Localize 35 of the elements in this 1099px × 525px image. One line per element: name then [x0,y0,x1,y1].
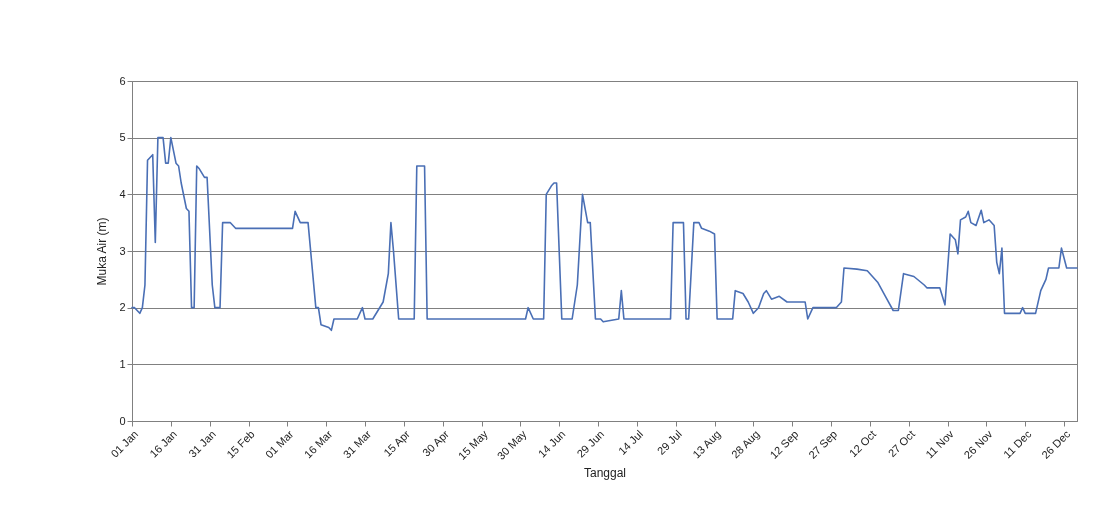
x-tick-label: 12 Sep [767,427,801,461]
y-axis-title: Muka Air (m) [95,217,110,286]
x-tick-label: 12 Oct [846,427,879,460]
x-tick-label: 16 Mar [301,427,335,461]
y-tick-label: 5 [119,131,126,144]
x-tick-label: 01 Mar [262,427,296,461]
line-series [131,136,1078,332]
x-tick-label: 30 Apr [419,427,452,459]
x-tick-label: 27 Sep [806,427,840,461]
x-tick-label: 28 Aug [728,427,762,461]
x-tick-label: 31 Mar [340,427,374,461]
x-tick-label: 14 Jun [535,427,568,460]
x-tick-label: 11 Nov [923,427,957,461]
y-tick-label: 1 [119,357,126,370]
x-tick-label: 26 Nov [961,427,996,461]
y-tick-label: 2 [119,301,126,314]
x-tick-label: 01 Jan [108,427,141,460]
y-tick-label: 3 [119,244,126,257]
x-axis-title: Tanggal [583,465,627,480]
x-tick-label: 31 Jan [186,427,218,460]
x-tick-label: 30 May [494,427,529,462]
x-tick-label: 27 Oct [885,427,917,460]
x-tick-label: 15 Feb [224,427,257,461]
x-tick-label: 14 Jul [615,427,646,458]
y-tick-label: 6 [119,74,126,87]
x-tick-label: 15 May [455,427,491,462]
y-tick-label: 0 [119,414,126,427]
x-tick-label: 15 Apr [381,427,413,459]
x-tick-label: 26 Dec [1039,427,1073,461]
x-tick-label: 16 Jan [147,427,180,460]
x-tick-label: 11 Dec [1000,427,1034,461]
x-tick-label: 13 Aug [690,427,723,461]
x-tick-label: 29 Jun [574,427,607,460]
y-tick-label: 4 [119,187,126,200]
x-tick-label: 29 Jul [654,427,684,458]
